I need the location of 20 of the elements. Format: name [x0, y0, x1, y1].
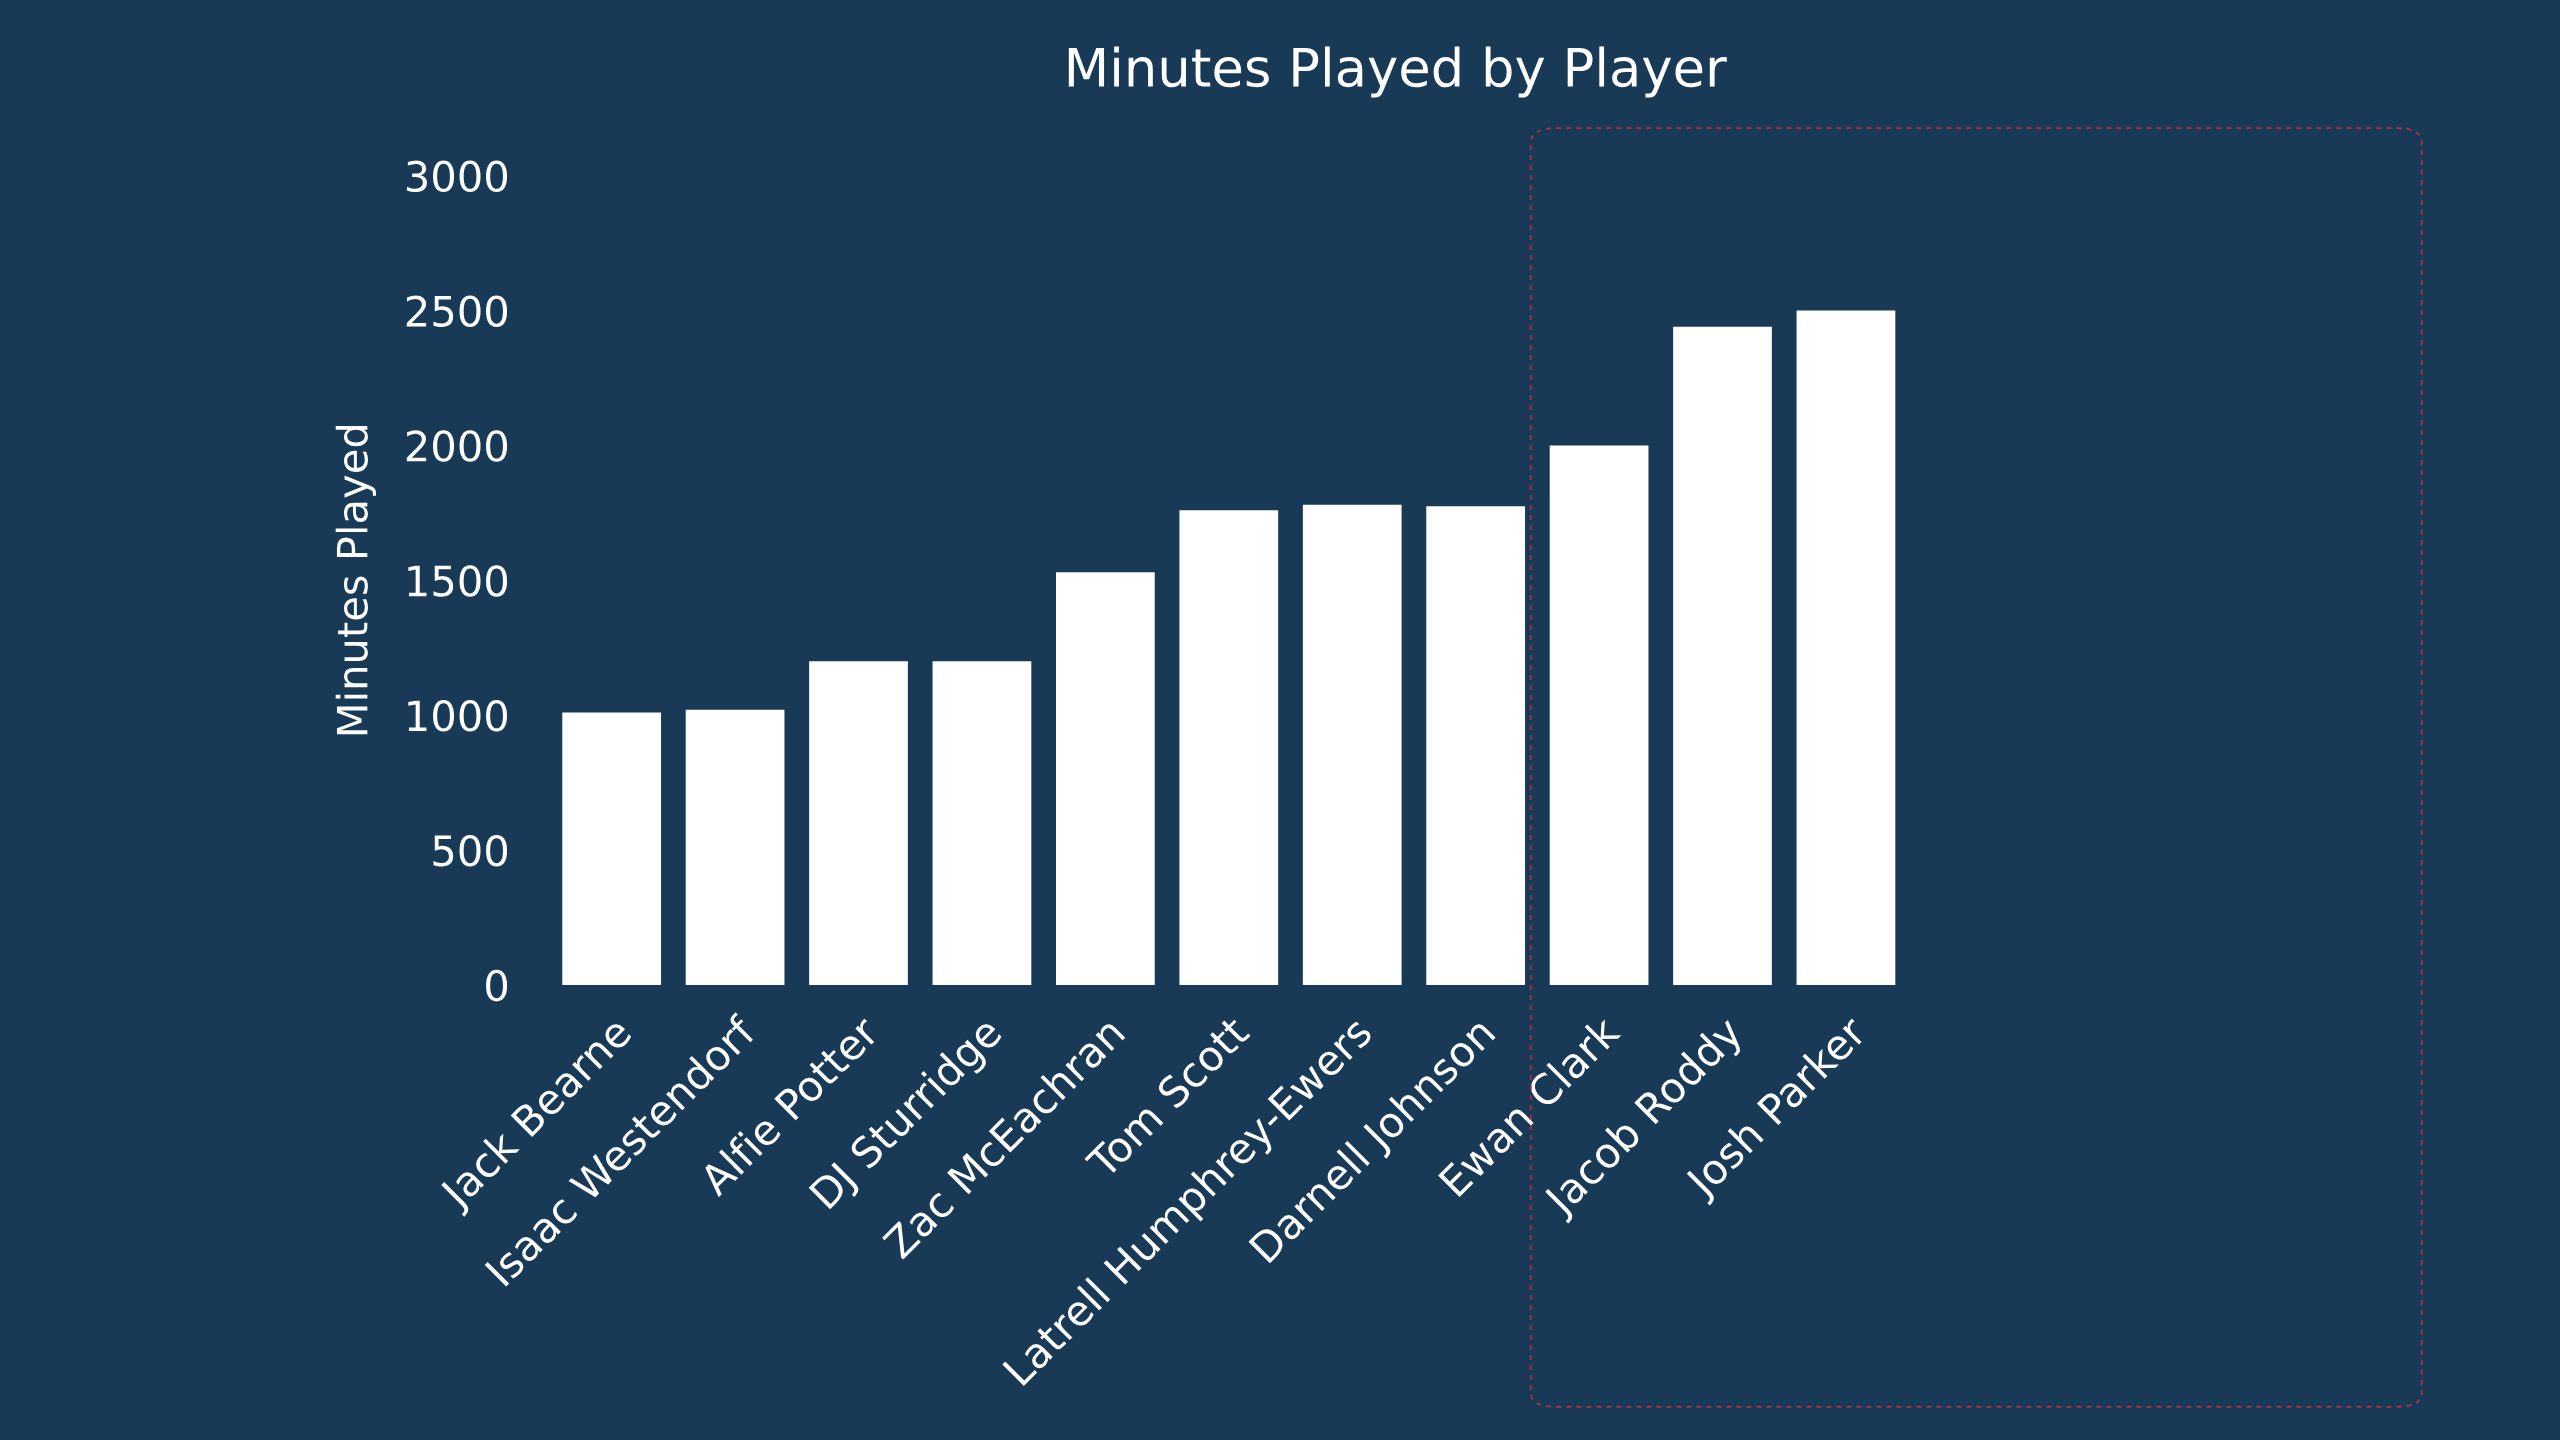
bar: [1796, 310, 1896, 985]
bar: [1426, 506, 1526, 985]
bar: [932, 661, 1032, 985]
bar: [1302, 504, 1402, 985]
bar: [1179, 510, 1279, 985]
y-tick-label: 0: [486, 969, 508, 1002]
y-tick-label: 2000: [406, 430, 508, 462]
y-tick-label: 2500: [406, 295, 508, 327]
y-tick-label: 1500: [408, 565, 508, 597]
y-tick-label: 1000: [408, 700, 508, 732]
chart-title: Minutes Played by Player: [1068, 46, 1727, 98]
bar: [1056, 572, 1155, 985]
y-tick-label: 500: [433, 834, 508, 867]
bar: [562, 712, 662, 985]
bar: [809, 661, 908, 985]
bar: [1673, 326, 1772, 985]
y-axis-title: Minutes Played: [335, 425, 376, 735]
bar: [1549, 445, 1649, 985]
bar: [685, 709, 785, 985]
y-tick-label: 3000: [406, 160, 508, 193]
